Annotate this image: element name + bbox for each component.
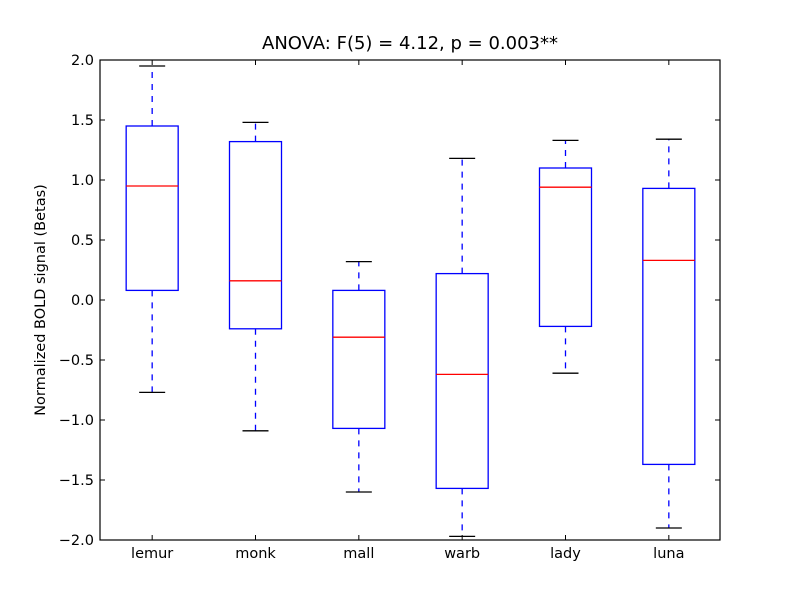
iqr-box xyxy=(538,167,593,328)
box-luna xyxy=(642,138,696,529)
y-tick-label: 0.5 xyxy=(71,233,94,249)
box-lady xyxy=(538,139,593,374)
iqr-box xyxy=(125,125,179,292)
y-tick-label: −0.5 xyxy=(59,353,94,369)
x-tick-label: lady xyxy=(550,546,581,562)
y-tick-label: −1.5 xyxy=(59,473,94,489)
iqr-box xyxy=(642,187,696,466)
box-mall xyxy=(332,260,386,493)
x-tick-label: monk xyxy=(235,546,276,562)
iqr-box xyxy=(435,272,489,490)
x-tick-label: luna xyxy=(653,546,684,562)
iqr-box xyxy=(332,289,386,430)
y-tick-label: 2.0 xyxy=(71,53,94,69)
y-tick-label: 1.5 xyxy=(71,113,94,129)
y-tick-label: 1.0 xyxy=(71,173,94,189)
x-tick-label: warb xyxy=(444,546,480,562)
x-axis-ticks: lemur monk mall warb lady luna xyxy=(131,60,684,562)
box-lemur xyxy=(125,65,179,394)
plot-frame xyxy=(99,59,721,541)
x-tick-label: lemur xyxy=(131,546,173,562)
boxes-layer xyxy=(125,65,696,538)
box-warb xyxy=(435,157,489,538)
chart-title: ANOVA: F(5) = 4.12, p = 0.003** xyxy=(262,33,558,54)
iqr-box xyxy=(228,140,283,330)
y-tick-label: −2.0 xyxy=(59,533,94,549)
y-axis-label: Normalized BOLD signal (Betas) xyxy=(33,184,49,416)
y-axis-ticks: 2.0 1.5 1.0 0.5 0.0 −0.5 −1.0 −1.5 −2.0 xyxy=(59,53,720,549)
y-tick-label: 0.0 xyxy=(71,293,94,309)
x-tick-label: mall xyxy=(343,546,374,562)
box-monk xyxy=(228,121,283,432)
y-tick-label: −1.0 xyxy=(59,413,94,429)
